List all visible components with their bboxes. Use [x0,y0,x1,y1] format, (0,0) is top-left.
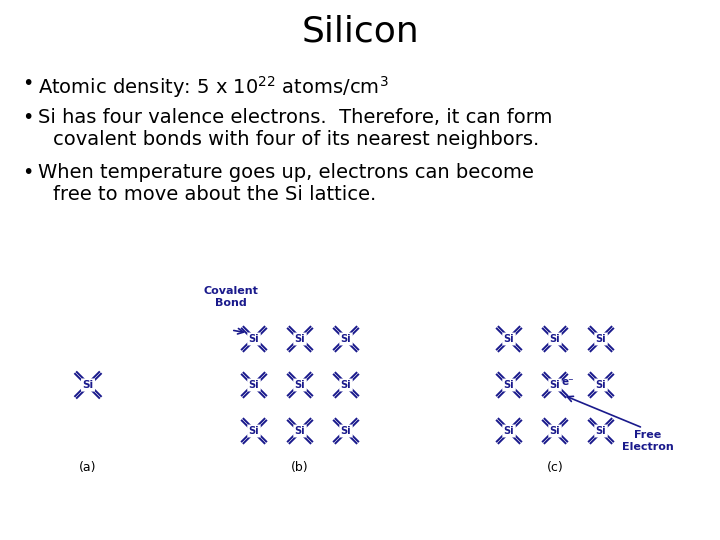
Text: Si: Si [341,334,351,344]
Text: Silicon: Silicon [301,15,419,49]
Text: Si: Si [549,334,560,344]
Text: Si: Si [248,380,259,390]
Text: Si: Si [549,380,560,390]
Text: •: • [22,108,33,127]
Text: Si: Si [294,334,305,344]
Text: free to move about the Si lattice.: free to move about the Si lattice. [53,185,377,204]
Text: e⁻: e⁻ [562,377,575,387]
Text: Si has four valence electrons.  Therefore, it can form: Si has four valence electrons. Therefore… [38,108,552,127]
Text: Si: Si [504,426,514,436]
Text: Si: Si [248,334,259,344]
Text: Si: Si [549,426,560,436]
Text: (b): (b) [291,462,309,475]
Text: Si: Si [341,426,351,436]
Text: Si: Si [248,426,259,436]
Text: Si: Si [341,380,351,390]
Text: (c): (c) [546,462,563,475]
Text: Si: Si [595,334,606,344]
Text: •: • [22,163,33,182]
Text: Si: Si [504,380,514,390]
Text: Si: Si [595,380,606,390]
Text: •: • [22,74,33,93]
Text: Free
Electron: Free Electron [622,430,674,453]
Text: (a): (a) [79,462,96,475]
Text: Covalent
Bond: Covalent Bond [204,286,258,308]
Text: covalent bonds with four of its nearest neighbors.: covalent bonds with four of its nearest … [53,130,539,149]
Text: Si: Si [294,426,305,436]
Text: Si: Si [294,380,305,390]
Text: Atomic density: 5 x 10$^{22}$ atoms/cm$^3$: Atomic density: 5 x 10$^{22}$ atoms/cm$^… [38,74,389,100]
Text: When temperature goes up, electrons can become: When temperature goes up, electrons can … [38,163,534,182]
Text: Si: Si [595,426,606,436]
Text: Si: Si [82,380,94,390]
Text: Si: Si [504,334,514,344]
